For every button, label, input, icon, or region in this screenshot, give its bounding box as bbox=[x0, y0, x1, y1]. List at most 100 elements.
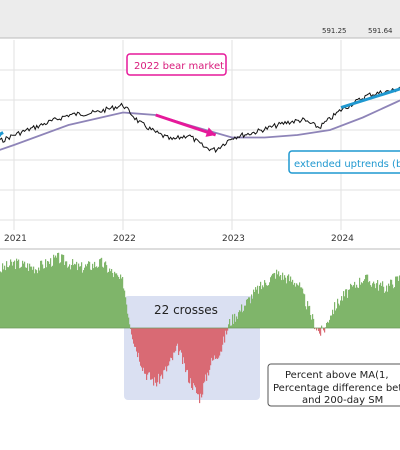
histogram-bar bbox=[301, 287, 303, 328]
header-bar bbox=[0, 0, 400, 38]
histogram-bar bbox=[85, 264, 87, 328]
histogram-bar bbox=[304, 294, 306, 328]
histogram-bar bbox=[362, 283, 364, 328]
histogram-bar bbox=[13, 261, 15, 328]
histogram-bar bbox=[361, 282, 363, 328]
histogram-bar bbox=[210, 328, 212, 366]
histogram-bar bbox=[375, 288, 377, 328]
crosses-label: 22 crosses bbox=[154, 303, 218, 317]
histogram-bar bbox=[335, 310, 337, 328]
histogram-bar bbox=[281, 280, 283, 328]
histogram-bar bbox=[41, 260, 43, 328]
histogram-bar bbox=[246, 299, 248, 328]
histogram-bar bbox=[19, 268, 21, 328]
histogram-bar bbox=[354, 281, 356, 328]
histogram-bar bbox=[274, 272, 276, 328]
indicator-note-box bbox=[267, 363, 400, 407]
histogram-bar bbox=[22, 260, 24, 328]
histogram-bar bbox=[380, 282, 382, 328]
histogram-bar bbox=[49, 263, 51, 328]
histogram-bar bbox=[154, 328, 156, 378]
histogram-bar bbox=[115, 273, 117, 328]
indicator-note: Percent above MA(1, Percentage differenc… bbox=[267, 363, 400, 407]
moving-average-line bbox=[0, 99, 400, 151]
histogram-bar bbox=[229, 319, 231, 328]
histogram-bar bbox=[345, 289, 347, 328]
histogram-bar bbox=[134, 328, 136, 347]
x-tick-label: 2024 bbox=[331, 234, 354, 244]
histogram-bar bbox=[368, 282, 370, 328]
histogram-bar bbox=[271, 275, 273, 328]
histogram-bar bbox=[133, 328, 135, 344]
histogram-bar bbox=[43, 268, 45, 328]
histogram-bar bbox=[156, 328, 158, 387]
x-tick-label: 2022 bbox=[113, 234, 136, 244]
histogram-bar bbox=[213, 328, 215, 360]
histogram-bar bbox=[26, 267, 28, 328]
x-tick-label: 2021 bbox=[4, 234, 27, 244]
histogram-bar bbox=[395, 276, 397, 328]
histogram-bar bbox=[42, 264, 44, 328]
histogram-bar bbox=[344, 296, 346, 328]
histogram-bar bbox=[349, 289, 351, 328]
histogram-bar bbox=[198, 328, 200, 395]
histogram-bar bbox=[70, 269, 72, 328]
histogram-bar bbox=[338, 303, 340, 328]
histogram-bar bbox=[312, 314, 314, 328]
histogram-bar bbox=[186, 328, 188, 371]
histogram-bar bbox=[23, 263, 25, 328]
histogram-bar bbox=[161, 328, 163, 375]
histogram-bar bbox=[160, 328, 162, 377]
histogram-bar bbox=[46, 267, 48, 328]
histogram-bar bbox=[254, 291, 256, 328]
histogram-bar bbox=[99, 259, 101, 328]
histogram-bar bbox=[72, 259, 74, 328]
histogram-bar bbox=[378, 290, 380, 328]
histogram-bar bbox=[89, 261, 91, 328]
histogram-bar bbox=[298, 285, 300, 328]
price-readout: 591.25 bbox=[322, 27, 347, 35]
histogram-bar bbox=[297, 284, 299, 328]
histogram-bar bbox=[104, 262, 106, 328]
bear-arrow-head bbox=[205, 127, 216, 137]
histogram-bar bbox=[314, 328, 316, 330]
histogram-bar bbox=[367, 274, 369, 328]
histogram-bar bbox=[332, 309, 334, 328]
histogram-bar bbox=[11, 261, 13, 328]
histogram-bar bbox=[120, 274, 122, 328]
histogram-bar bbox=[321, 325, 323, 328]
histogram-bar bbox=[212, 328, 214, 361]
histogram-bar bbox=[181, 328, 183, 353]
histogram-bar bbox=[34, 273, 36, 328]
histogram-bar bbox=[175, 328, 177, 351]
histogram-bar bbox=[250, 303, 252, 328]
histogram-bar bbox=[251, 294, 253, 328]
histogram-bar bbox=[25, 267, 27, 328]
bear-market-callout: 2022 bear market bbox=[126, 53, 227, 76]
histogram-bar bbox=[71, 265, 73, 328]
histogram-bar bbox=[326, 322, 328, 328]
histogram-bar bbox=[79, 266, 81, 328]
histogram-bar bbox=[62, 254, 64, 328]
histogram-bar bbox=[203, 328, 205, 384]
histogram-bar bbox=[235, 321, 237, 328]
histogram-bar bbox=[21, 266, 23, 328]
histogram-bar bbox=[320, 328, 322, 336]
histogram-bar bbox=[178, 328, 180, 356]
histogram-bar bbox=[262, 285, 264, 328]
histogram-bar bbox=[230, 325, 232, 328]
histogram-bar bbox=[310, 314, 312, 328]
histogram-bar bbox=[264, 280, 266, 328]
histogram-bar bbox=[88, 261, 90, 328]
histogram-bar bbox=[355, 287, 357, 328]
histogram-bar bbox=[143, 328, 145, 368]
histogram-bar bbox=[14, 260, 16, 328]
histogram-bar bbox=[140, 328, 142, 366]
histogram-bar bbox=[256, 289, 258, 328]
histogram-bar bbox=[268, 285, 270, 328]
histogram-bar bbox=[185, 328, 187, 373]
histogram-bar bbox=[125, 297, 127, 328]
histogram-bar bbox=[105, 261, 107, 328]
histogram-bar bbox=[54, 257, 56, 328]
histogram-bar bbox=[330, 315, 332, 328]
